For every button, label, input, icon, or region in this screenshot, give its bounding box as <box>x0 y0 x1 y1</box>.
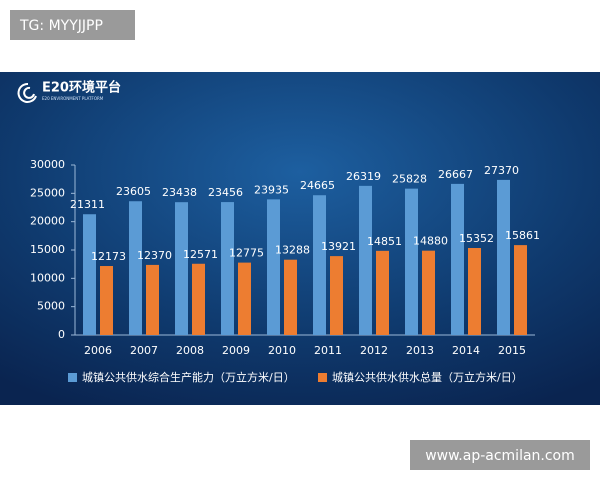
data-label: 13288 <box>275 244 310 257</box>
legend-swatch <box>318 373 327 382</box>
bar <box>267 199 280 335</box>
bar <box>313 195 326 335</box>
data-label: 12370 <box>137 249 172 262</box>
y-tick-label: 25000 <box>30 186 65 199</box>
footer-box <box>410 440 590 470</box>
legend-label: 城镇公共供水综合生产能力（万立方米/日） <box>82 370 295 384</box>
x-tick-label: 2007 <box>130 344 158 357</box>
bar <box>221 202 234 335</box>
bar <box>146 264 159 335</box>
watermark-box <box>10 10 135 40</box>
x-tick-label: 2015 <box>498 344 526 357</box>
data-label: 25828 <box>392 173 427 186</box>
y-tick-label: 15000 <box>30 243 65 256</box>
data-label: 13921 <box>321 240 356 253</box>
bar <box>514 245 527 335</box>
data-label: 23438 <box>162 186 197 199</box>
data-label: 12775 <box>229 247 264 260</box>
watermark: TG: MYYJJPP <box>19 18 103 34</box>
bar <box>129 201 142 335</box>
bar <box>238 262 251 335</box>
legend-label: 城镇公共供水供水总量（万立方米/日） <box>332 370 523 384</box>
data-label: 23605 <box>116 185 151 198</box>
bar <box>192 263 205 335</box>
logo-name: E20环境平台 <box>42 80 121 96</box>
bar <box>422 250 435 335</box>
bar <box>497 179 510 335</box>
data-label: 15352 <box>459 232 494 245</box>
logo-subtitle: E20 ENVIRONMENT PLATFORM <box>42 96 104 101</box>
bar <box>330 256 343 335</box>
x-tick-label: 2008 <box>176 344 204 357</box>
x-tick-label: 2006 <box>84 344 112 357</box>
data-label: 15861 <box>505 229 540 242</box>
data-label: 26667 <box>438 168 473 181</box>
y-tick-label: 10000 <box>30 271 65 284</box>
bar <box>405 188 418 335</box>
data-label: 23935 <box>254 183 289 196</box>
y-tick-label: 20000 <box>30 215 65 228</box>
bar <box>284 259 297 335</box>
y-tick-label: 0 <box>58 328 65 341</box>
data-label: 26319 <box>346 170 381 183</box>
data-label: 14851 <box>367 235 402 248</box>
data-label: 27370 <box>484 164 519 177</box>
logo-icon <box>17 82 37 103</box>
footer-url: www.ap-acmilan.com <box>425 448 575 464</box>
legend-swatch <box>68 373 77 382</box>
bar <box>83 214 96 335</box>
data-label: 12173 <box>91 250 126 263</box>
x-tick-label: 2014 <box>452 344 480 357</box>
y-tick-label: 5000 <box>37 300 65 313</box>
x-tick-label: 2013 <box>406 344 434 357</box>
bar <box>451 183 464 335</box>
x-tick-label: 2011 <box>314 344 342 357</box>
y-tick-label: 30000 <box>30 158 65 171</box>
data-label: 21311 <box>70 198 105 211</box>
data-label: 23456 <box>208 186 243 199</box>
bar <box>100 266 113 335</box>
data-label: 14880 <box>413 235 448 248</box>
data-label: 12571 <box>183 248 218 261</box>
x-tick-label: 2012 <box>360 344 388 357</box>
x-tick-label: 2009 <box>222 344 250 357</box>
bar <box>175 202 188 335</box>
bar <box>359 185 372 335</box>
x-tick-label: 2010 <box>268 344 296 357</box>
bar <box>376 250 389 335</box>
data-label: 24665 <box>300 179 335 192</box>
bar <box>468 248 481 335</box>
